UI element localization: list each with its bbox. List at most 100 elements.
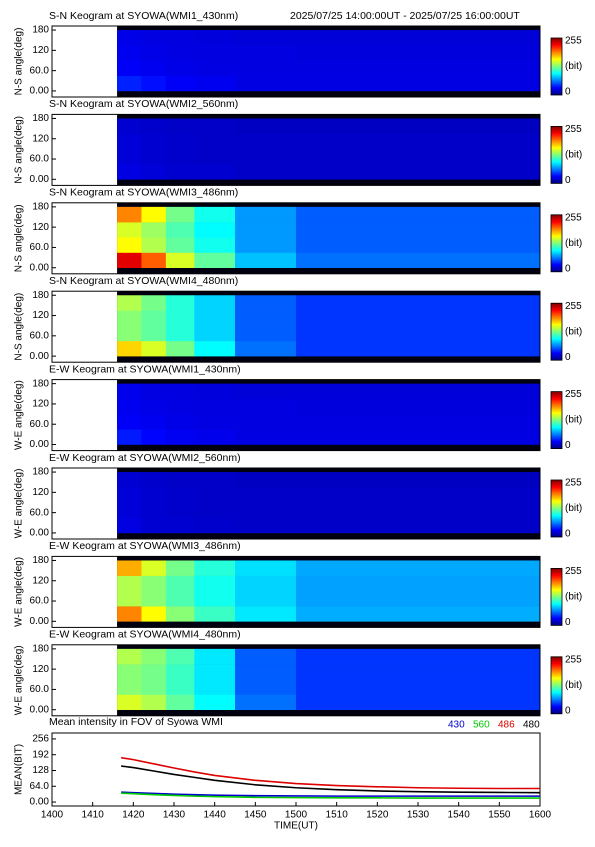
heat-cell: [194, 118, 236, 134]
heat-cell: [194, 30, 236, 46]
heat-cell: [194, 206, 236, 223]
x-tick-label: 1600: [529, 810, 552, 821]
heat-cell: [165, 398, 195, 415]
heat-cell: [165, 148, 195, 165]
heat-cell: [235, 398, 297, 415]
heat-cell: [165, 575, 195, 592]
heat-cell: [165, 75, 195, 92]
heat-cell: [165, 517, 195, 534]
y-axis-label: N-S angle(deg): [14, 293, 25, 361]
heat-cell: [165, 383, 195, 400]
heat-cell: [235, 133, 297, 150]
y-tick-label: 60.0: [30, 154, 50, 165]
y-tick-label: 180: [32, 113, 49, 124]
heat-cell: [296, 472, 541, 488]
heat-cell: [194, 222, 236, 238]
x-tick-label: 1400: [41, 810, 64, 821]
y-tick-label: 120: [32, 487, 49, 498]
heat-cell: [141, 590, 167, 607]
heat-cell: [296, 575, 541, 592]
heat-cell: [117, 237, 142, 253]
heat-cell: [141, 237, 167, 253]
heat-cell: [296, 118, 541, 134]
plot-frame: [51, 25, 541, 98]
heat-cell: [141, 398, 167, 415]
heat-cell: [194, 45, 236, 61]
heat-cell: [235, 30, 297, 46]
legend-entry: 480: [523, 720, 540, 731]
heat-cell: [235, 694, 297, 711]
heat-cell: [165, 295, 195, 311]
colorbar-tick-label: 0: [565, 87, 571, 98]
colorbar-label: (bit): [565, 238, 582, 249]
heat-cell: [141, 295, 167, 311]
heat-cell: [194, 310, 236, 326]
heat-cell: [165, 502, 195, 518]
y-axis-label: N-S angle(deg): [14, 204, 25, 272]
y-tick-label: 0.00: [30, 704, 50, 715]
heat-cell: [194, 414, 236, 430]
heat-cell: [194, 325, 236, 342]
heat-cell: [296, 398, 541, 415]
heat-cell: [141, 679, 167, 695]
heat-cell: [141, 206, 167, 223]
heat-cell: [194, 295, 236, 311]
heat-cell: [194, 164, 236, 180]
heat-cell: [117, 398, 142, 415]
heat-cell: [141, 560, 167, 576]
plot-frame: [51, 290, 541, 363]
heat-cell: [165, 310, 195, 326]
heat-cell: [296, 664, 541, 680]
heat-cell: [235, 414, 297, 430]
panel-title: E-W Keogram at SYOWA(WMI3_486nm): [49, 540, 241, 552]
x-tick-label: 1540: [448, 810, 471, 821]
heat-cell: [117, 148, 142, 165]
colorbar: [550, 214, 563, 273]
heat-cell: [194, 590, 236, 607]
series-line: [121, 792, 540, 799]
heat-cell: [117, 206, 142, 223]
heat-cell: [296, 164, 541, 180]
y-tick-label: 120: [32, 399, 49, 410]
plot-frame: [51, 467, 541, 540]
colorbar: [550, 391, 563, 450]
heat-cell: [117, 295, 142, 311]
heat-cell: [194, 694, 236, 711]
legend-entry: 560: [473, 720, 490, 731]
heat-cell: [235, 648, 297, 665]
heat-cell: [296, 694, 541, 711]
heat-cell: [235, 517, 297, 534]
heat-cell: [296, 429, 541, 445]
heat-cell: [117, 429, 142, 445]
heat-cell: [296, 648, 541, 665]
y-tick-label: 0.00: [30, 439, 50, 450]
heat-cell: [165, 222, 195, 238]
colorbar-tick-label: 0: [565, 352, 571, 363]
heat-cell: [235, 45, 297, 61]
heat-cell: [194, 60, 236, 76]
heat-cell: [296, 325, 541, 342]
panel-title: E-W Keogram at SYOWA(WMI4_480nm): [49, 629, 241, 641]
heat-cell: [194, 340, 236, 357]
heat-cell: [296, 340, 541, 357]
heat-cell: [194, 606, 236, 622]
y-tick-label: 256: [32, 734, 49, 745]
plot-frame: [51, 379, 541, 452]
y-tick-label: 180: [32, 25, 49, 36]
heat-cell: [165, 590, 195, 607]
heat-cell: [235, 237, 297, 253]
x-tick-label: 1450: [244, 810, 267, 821]
heat-cell: [194, 133, 236, 150]
y-tick-label: 0.00: [30, 616, 50, 627]
heat-cell: [165, 252, 195, 269]
heat-cell: [194, 472, 236, 488]
series-line: [121, 756, 540, 790]
x-tick-label: 1530: [407, 810, 430, 821]
heat-cell: [235, 75, 297, 92]
heat-cell: [141, 648, 167, 665]
legend-entry: 486: [498, 720, 515, 731]
heat-cell: [141, 414, 167, 430]
heat-cell: [117, 560, 142, 576]
heat-cell: [296, 310, 541, 326]
